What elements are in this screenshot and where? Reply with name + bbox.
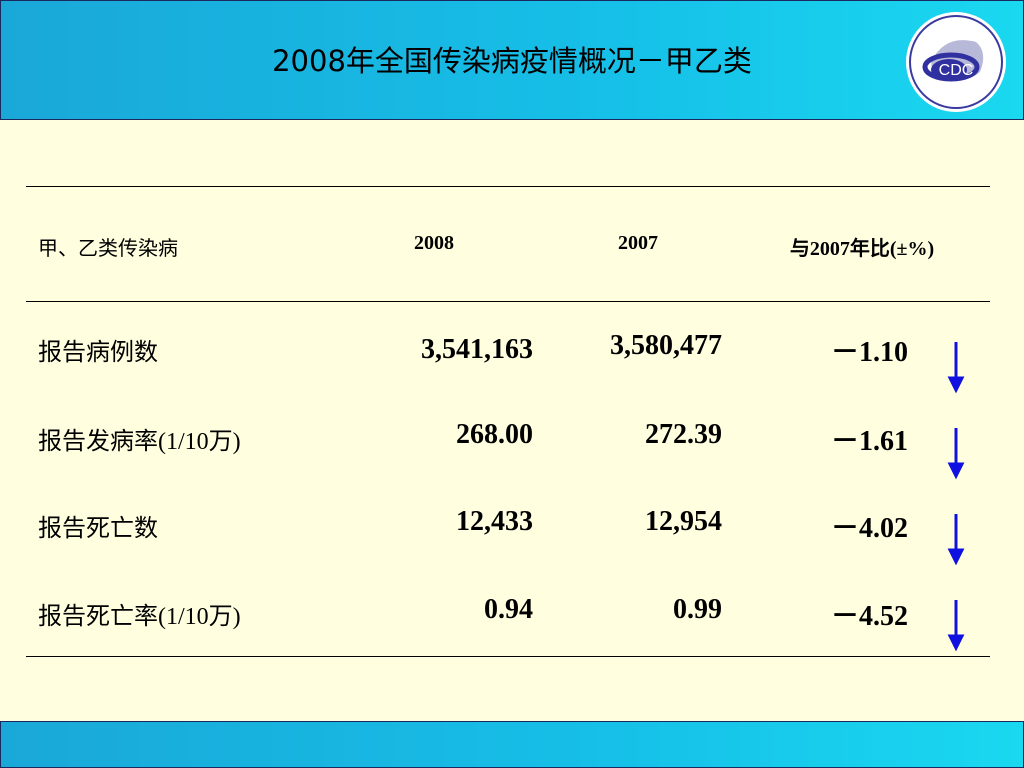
table-value: －1.10 bbox=[830, 337, 908, 368]
table-value: －4.52 bbox=[830, 601, 908, 632]
logo-graphic bbox=[909, 15, 1003, 109]
column-header: 甲、乙类传染病 bbox=[38, 238, 178, 260]
arrows bbox=[947, 342, 965, 652]
table-rule bbox=[26, 656, 990, 657]
slide-title: 2008年全国传染病疫情概况－甲乙类 bbox=[272, 44, 752, 78]
table-value: 12,954 bbox=[645, 506, 722, 537]
table-value: 272.39 bbox=[645, 419, 722, 450]
header-band bbox=[0, 0, 1024, 120]
table-value: －4.02 bbox=[830, 513, 908, 544]
row-label: 报告病例数 bbox=[38, 340, 158, 366]
column-header: 与2007年比(±%) bbox=[789, 238, 935, 260]
table-value: 268.00 bbox=[456, 419, 533, 450]
table-rule bbox=[26, 301, 990, 302]
row-label: 报告死亡率(1/10万) bbox=[38, 604, 241, 630]
table-value: 0.94 bbox=[484, 594, 533, 625]
logo-text: CDC bbox=[938, 62, 974, 79]
table-value: 0.99 bbox=[673, 594, 722, 625]
column-header: 2007 bbox=[618, 232, 658, 254]
column-header: 2008 bbox=[414, 232, 454, 254]
table-value: －1.61 bbox=[830, 426, 908, 457]
table-rule bbox=[26, 186, 990, 187]
footer-band bbox=[0, 721, 1024, 768]
row-label: 报告发病率(1/10万) bbox=[38, 429, 241, 455]
table-value: 3,580,477 bbox=[610, 330, 722, 361]
row-label: 报告死亡数 bbox=[38, 516, 158, 542]
table-value: 3,541,163 bbox=[421, 334, 533, 365]
table-value: 12,433 bbox=[456, 506, 533, 537]
logo bbox=[906, 12, 1006, 112]
